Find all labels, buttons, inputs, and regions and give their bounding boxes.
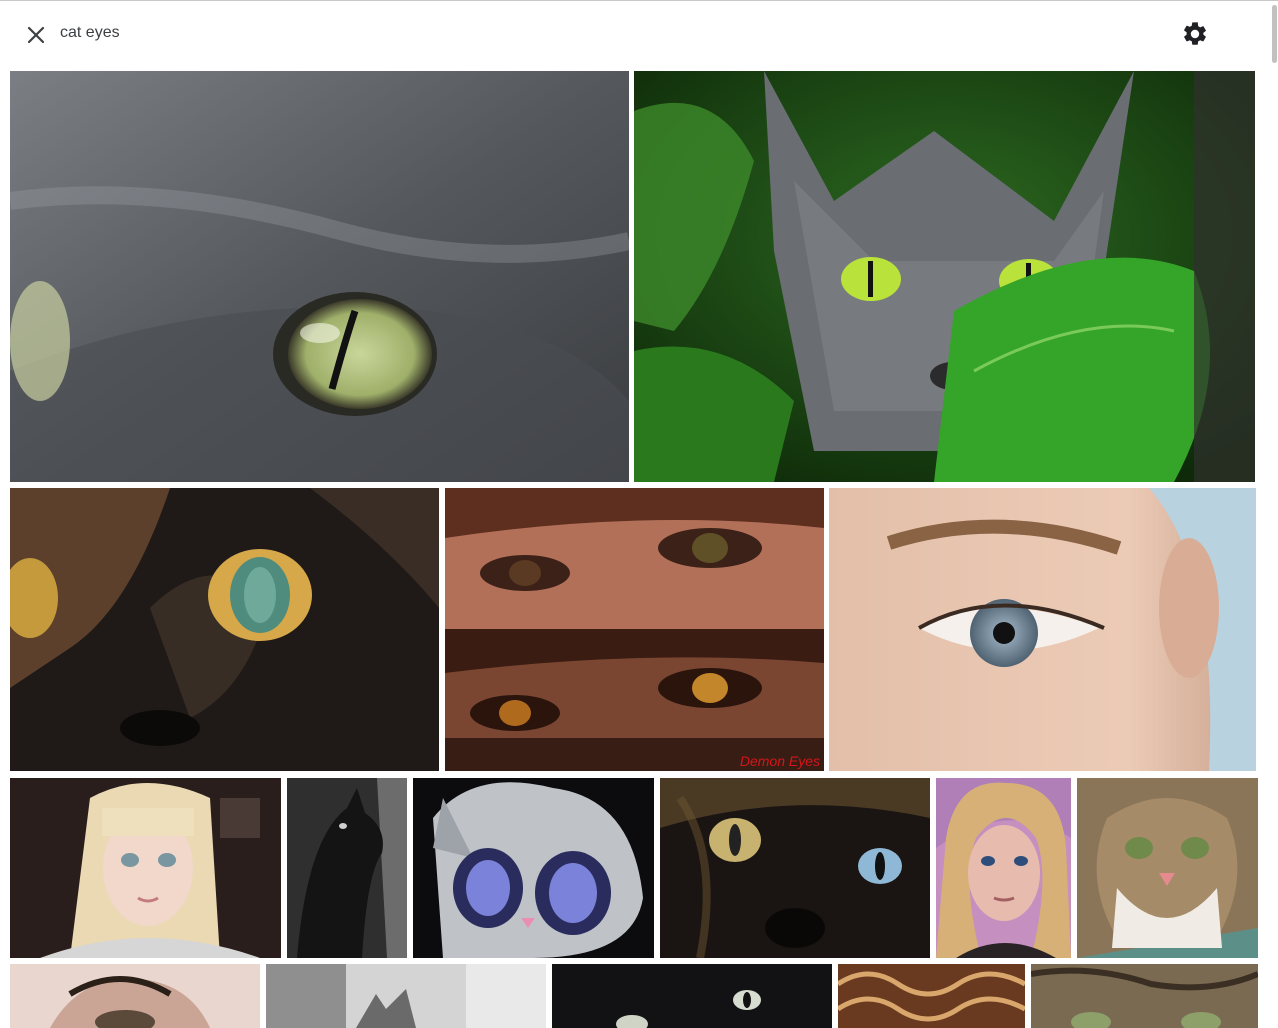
image-tile-8[interactable] xyxy=(413,778,654,958)
image-tile-1[interactable] xyxy=(10,71,629,482)
image-tile-9[interactable] xyxy=(660,778,930,958)
image-tile-16[interactable] xyxy=(1031,964,1258,1028)
image-tile-10[interactable] xyxy=(936,778,1071,958)
search-header: cat eyes xyxy=(0,1,1270,67)
gear-icon xyxy=(1184,22,1206,45)
settings-button[interactable] xyxy=(1181,20,1209,48)
close-button[interactable] xyxy=(22,21,50,49)
image-tile-14[interactable] xyxy=(552,964,832,1028)
scrollbar[interactable] xyxy=(1270,1,1278,1028)
top-border xyxy=(0,0,1278,1)
close-icon xyxy=(27,26,45,44)
image-tile-15[interactable] xyxy=(838,964,1025,1028)
image-tile-3[interactable] xyxy=(10,488,439,771)
image-caption: Demon Eyes xyxy=(739,753,820,769)
image-tile-7[interactable] xyxy=(287,778,407,958)
image-tile-5[interactable] xyxy=(829,488,1256,771)
image-tile-2[interactable] xyxy=(634,71,1255,482)
image-tile-13[interactable] xyxy=(266,964,546,1028)
image-tile-6[interactable] xyxy=(10,778,281,958)
scrollbar-thumb[interactable] xyxy=(1272,5,1277,63)
image-tile-11[interactable] xyxy=(1077,778,1258,958)
image-tile-12[interactable] xyxy=(10,964,260,1028)
search-query[interactable]: cat eyes xyxy=(60,24,120,41)
image-tile-4[interactable]: Demon Eyes xyxy=(445,488,824,771)
